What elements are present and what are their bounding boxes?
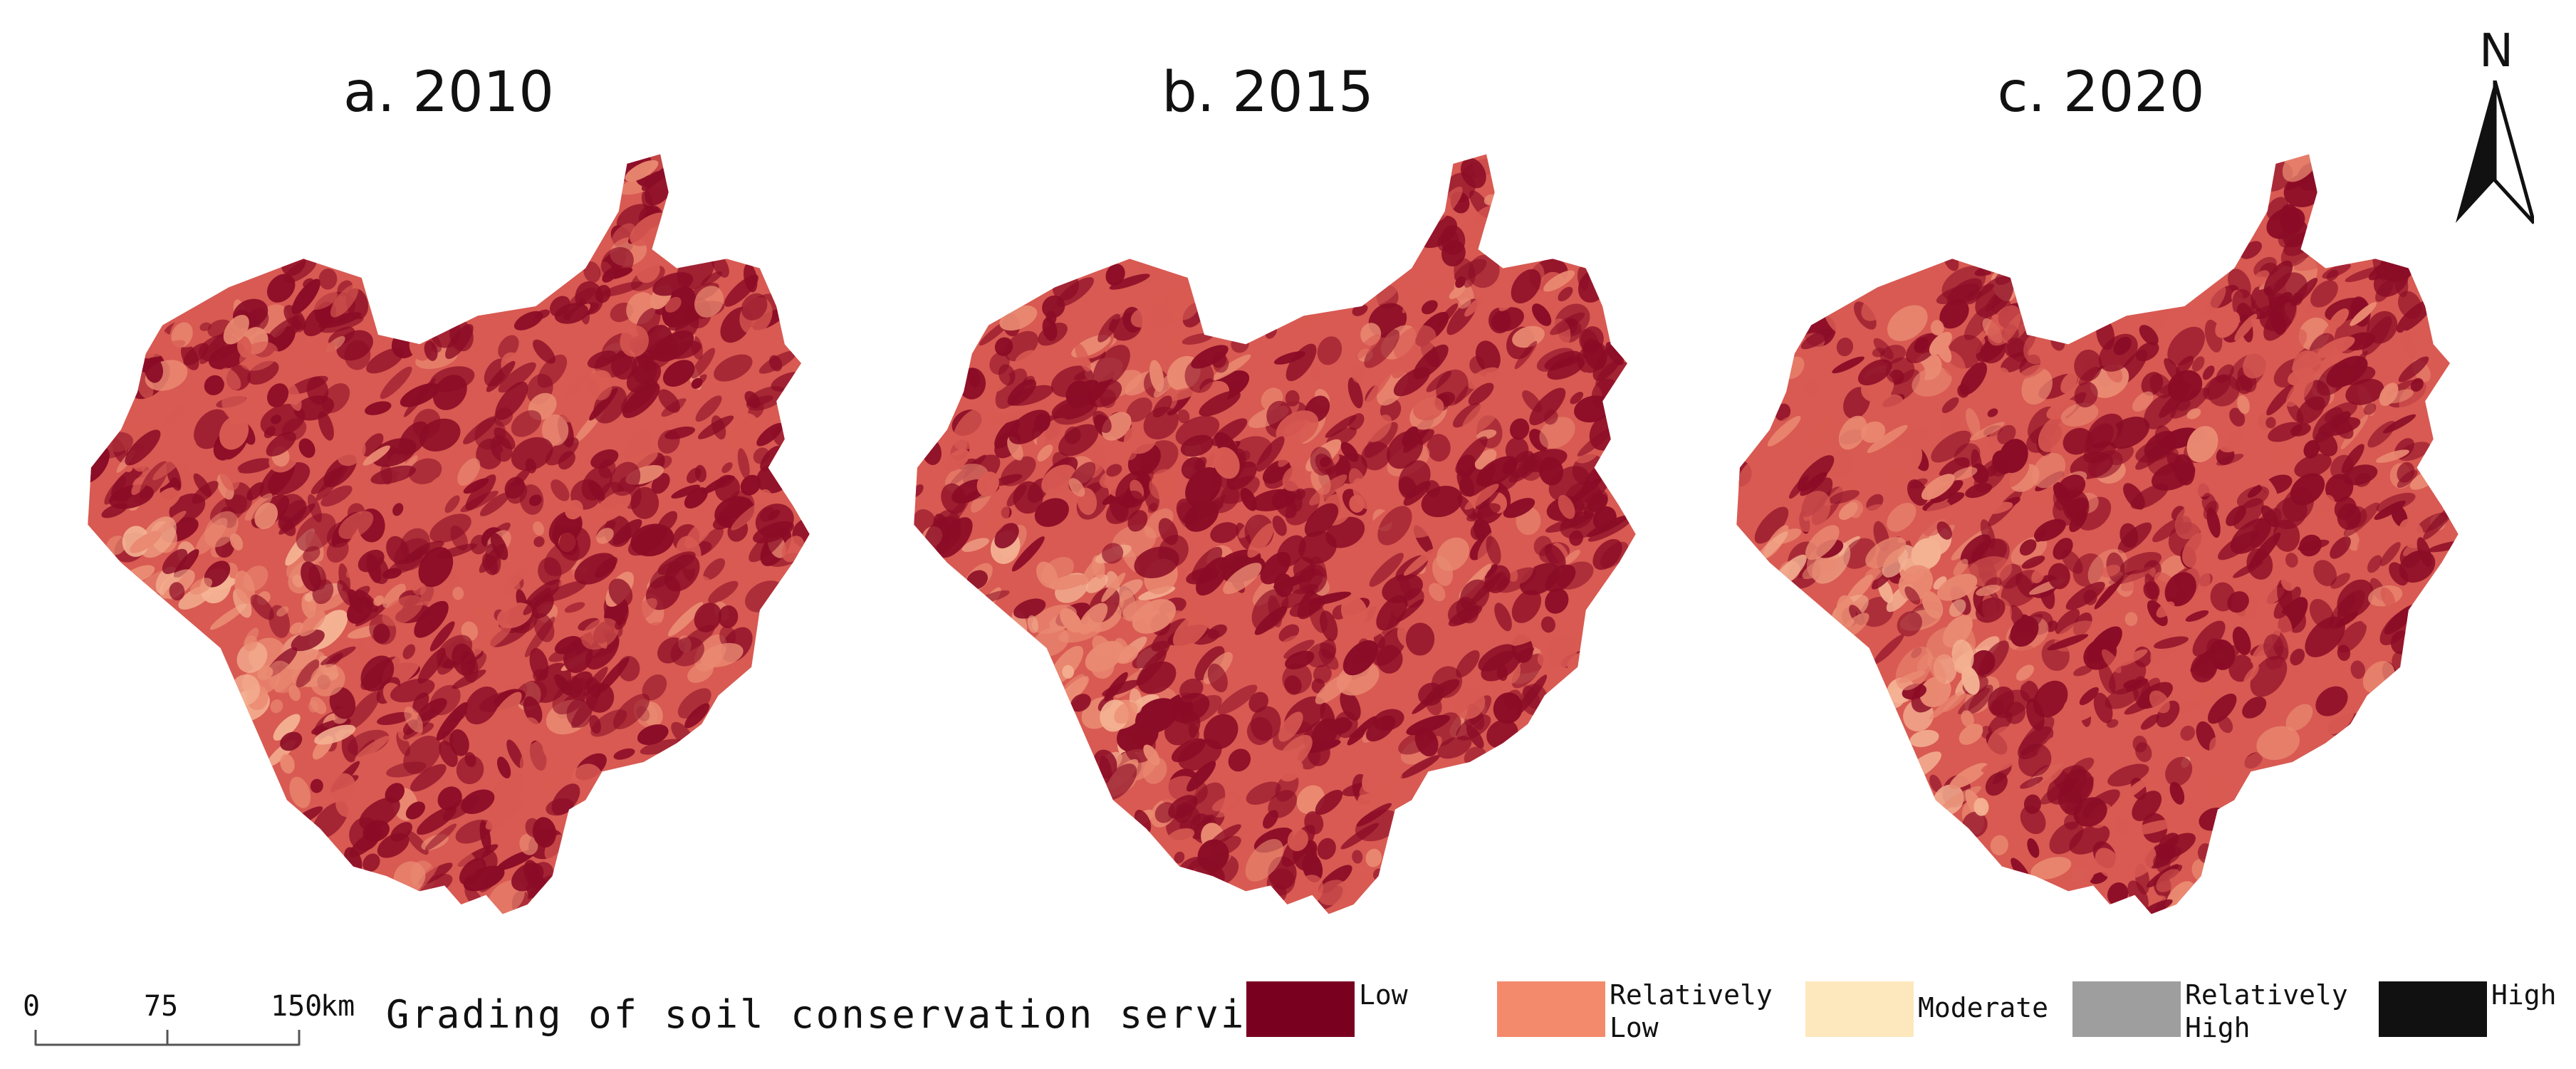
legend-label-high: High xyxy=(2491,979,2557,1011)
legend-item-high: High xyxy=(2379,979,2571,1045)
legend-item-moderate: Moderate xyxy=(1805,981,2076,1045)
region-texture xyxy=(914,154,1631,913)
region-map-c xyxy=(1736,154,2458,914)
scale-unit: km xyxy=(320,990,355,1023)
map-2020 xyxy=(1720,135,2475,933)
panel-title-2015: b. 2015 xyxy=(1162,61,1374,125)
region-texture xyxy=(1736,154,2458,914)
region-map-b xyxy=(914,154,1636,914)
panel-title-2010: a. 2010 xyxy=(343,61,554,125)
scale-bar: 0 75 150 km xyxy=(21,990,392,1054)
map-2015 xyxy=(897,135,1652,933)
north-arrow: N xyxy=(2443,25,2550,224)
north-arrow-icon xyxy=(2456,80,2534,224)
legend-label-relatively-low: Relatively Low xyxy=(1610,979,1773,1043)
map-2010 xyxy=(71,135,826,933)
panel-title-2020: c. 2020 xyxy=(1997,61,2205,125)
north-label: N xyxy=(2479,25,2513,78)
scale-tick-150: 150 xyxy=(271,990,323,1023)
legend-swatch-moderate xyxy=(1805,981,1914,1037)
legend-swatch-high xyxy=(2379,981,2487,1037)
legend-label-relatively-high: Relatively High xyxy=(2185,979,2348,1043)
legend-item-relatively-low: Relatively Low xyxy=(1497,979,1803,1045)
scale-tick-75: 75 xyxy=(144,990,179,1023)
legend-title: Grading of soil conservation services xyxy=(386,992,1322,1037)
region-texture xyxy=(88,154,810,914)
legend-swatch-low xyxy=(1246,981,1355,1037)
scale-tick-0: 0 xyxy=(23,990,41,1023)
legend-label-low: Low xyxy=(1359,979,1408,1011)
scale-bar-line xyxy=(34,1030,301,1046)
legend-swatch-relatively-low xyxy=(1497,981,1605,1037)
region-map-a xyxy=(88,154,810,914)
legend-label-moderate: Moderate xyxy=(1918,992,2049,1023)
legend-swatch-relatively-high xyxy=(2072,981,2181,1037)
legend-item-relatively-high: Relatively High xyxy=(2072,979,2372,1045)
legend-item-low: Low xyxy=(1246,979,1460,1045)
